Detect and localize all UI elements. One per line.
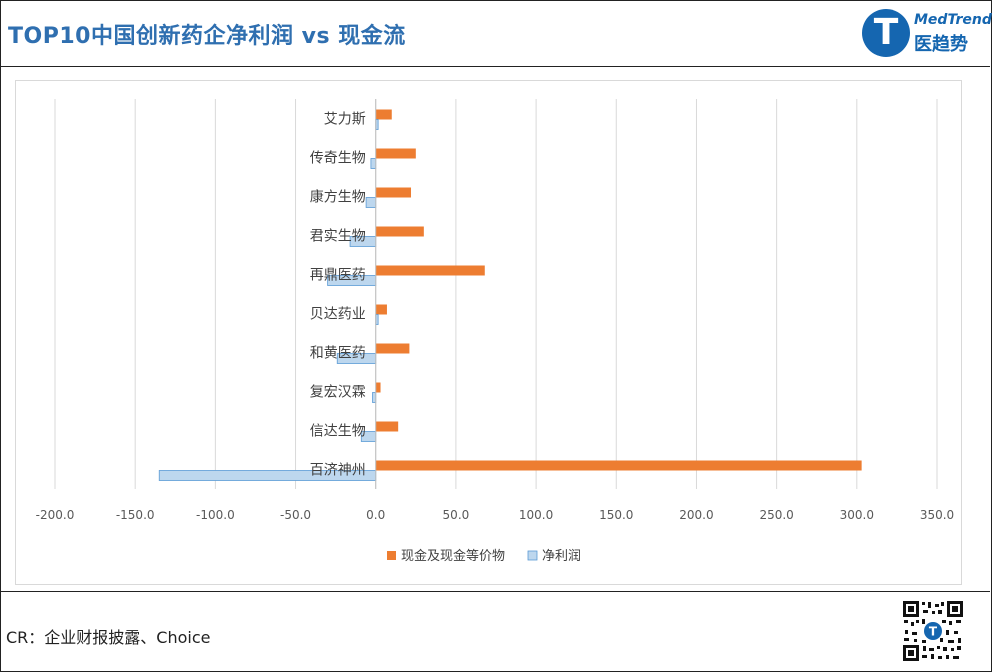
- x-tick-label: 200.0: [679, 508, 713, 522]
- category-label: 艾力斯: [324, 112, 366, 128]
- x-tick-label: -50.0: [280, 508, 311, 522]
- x-tick-label: 250.0: [759, 508, 793, 522]
- logo-letter: T: [873, 12, 899, 53]
- x-tick-label: 350.0: [920, 508, 954, 522]
- cash-bar: [375, 109, 392, 120]
- header-divider: [0, 66, 990, 67]
- x-tick-label: 150.0: [599, 508, 633, 522]
- page-title: TOP10中国创新药企净利润 vs 现金流: [8, 24, 406, 49]
- cash-bar: [375, 148, 416, 159]
- category-label: 君实生物: [310, 229, 366, 245]
- cash-bar: [375, 382, 381, 393]
- legend-swatch-cash: [387, 551, 396, 560]
- legend-label-profit: 净利润: [542, 549, 581, 564]
- chart-area: -200.0 -150.0 -100.0 -50.0 0.0 50.0 100.0 150.0…: [15, 80, 962, 585]
- x-tick-label: 300.0: [840, 508, 874, 522]
- logo-circle-icon: [862, 9, 910, 57]
- bar-chart: -200.0 -150.0 -100.0 -50.0 0.0 50.0 100.0 150.0…: [36, 99, 954, 564]
- logo-text-cn: 医趋势: [914, 34, 968, 55]
- legend-label-cash: 现金及现金等价物: [401, 548, 505, 564]
- cash-bar: [375, 187, 412, 198]
- net-profit-bar: [365, 197, 377, 208]
- x-tick-label: -200.0: [36, 508, 75, 522]
- logo-text-en: MedTrend: [914, 12, 992, 28]
- footer-divider: [0, 591, 990, 592]
- x-tick-label: 50.0: [443, 508, 470, 522]
- category-label: 复宏汉霖: [310, 384, 366, 401]
- cash-bar: [375, 265, 485, 276]
- qr-code-icon: T: [902, 600, 964, 662]
- category-label: 再鼎医药: [310, 268, 366, 284]
- cash-bar: [375, 304, 387, 315]
- x-tick-label: -150.0: [116, 508, 155, 522]
- category-label: 贝达药业: [310, 307, 366, 323]
- category-label: 康方生物: [310, 189, 366, 206]
- cash-bar: [375, 226, 424, 237]
- source-credit: CR：企业财报披露、Choice: [6, 628, 211, 647]
- x-tick-label: 0.0: [366, 508, 385, 522]
- category-label: 百济神州: [310, 463, 366, 479]
- header: TOP10中国创新药企净利润 vs 现金流 T MedTrend 医趋势: [0, 0, 992, 66]
- x-tick-label: 100.0: [519, 508, 553, 522]
- net-profit-bar: [370, 158, 377, 169]
- x-tick-label: -100.0: [196, 508, 235, 522]
- svg-text:T: T: [929, 625, 938, 639]
- category-label: 信达生物: [310, 424, 366, 440]
- cash-bar: [375, 421, 399, 432]
- cash-bar: [375, 343, 410, 354]
- category-label: 和黄医药: [310, 345, 366, 362]
- category-label: 传奇生物: [310, 150, 366, 167]
- medtrend-logo: T MedTrend 医趋势: [862, 8, 992, 60]
- legend-swatch-profit: [527, 550, 538, 561]
- cash-bar: [375, 460, 862, 471]
